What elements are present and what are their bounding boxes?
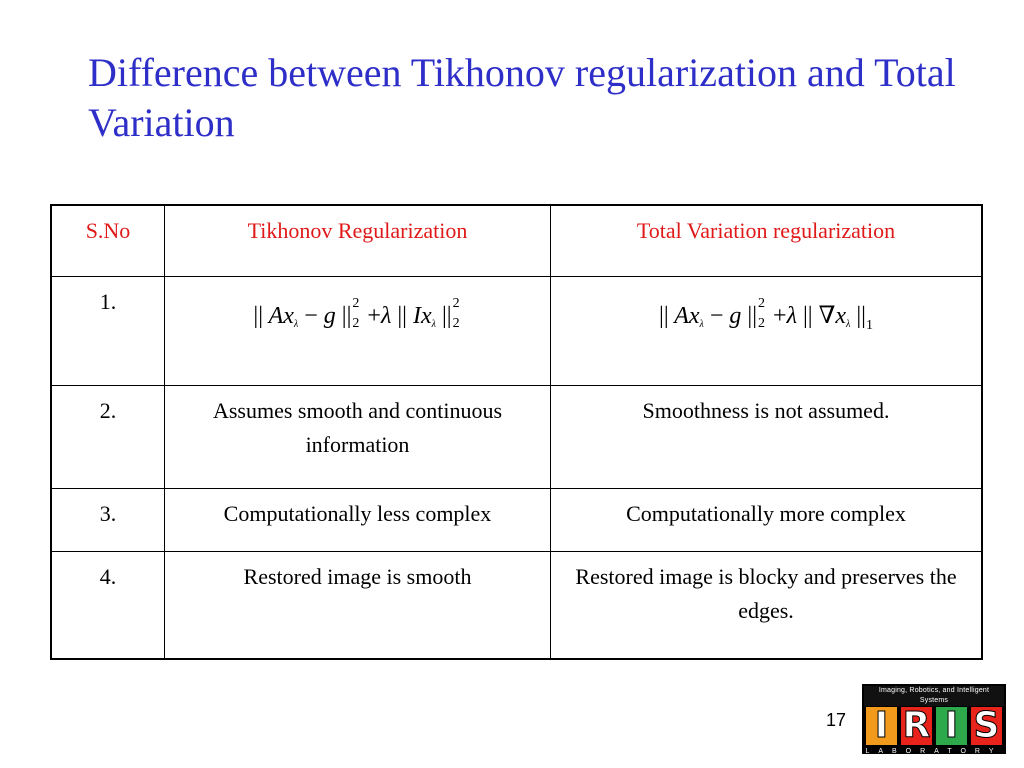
cell-tv: Smoothness is not assumed.: [550, 385, 983, 489]
table-header-row: S.No Tikhonov Regularization Total Varia…: [50, 204, 983, 277]
page-number: 17: [826, 710, 847, 730]
header-tv: Total Variation regularization: [550, 204, 983, 277]
cell-tv-formula: || Axλ − g || 2 2 +λ || ∇xλ ||1: [550, 276, 983, 386]
header-sno: S.No: [50, 204, 165, 277]
cell-sno: 2.: [50, 385, 165, 489]
comparison-table: S.No Tikhonov Regularization Total Varia…: [50, 204, 983, 660]
logo-laboratory: LABORATORY: [865, 748, 1003, 755]
cell-sno: 4.: [50, 551, 165, 660]
cell-tikhonov: Computationally less complex: [164, 488, 551, 552]
table-row: 1. || Axλ − g || 2 2 +λ || Ixλ || 2 2 || Axλ…: [50, 276, 983, 386]
table-row: 3. Computationally less complex Computat…: [50, 488, 983, 552]
cell-sno: 1.: [50, 276, 165, 386]
logo-letters: I R I S: [864, 706, 1004, 746]
cell-sno: 3.: [50, 488, 165, 552]
tikhonov-formula: || Axλ − g || 2 2 +λ || Ixλ || 2 2: [253, 296, 460, 332]
logo-letter: I: [936, 706, 967, 745]
logo-letter: S: [971, 706, 1002, 745]
iris-lab-logo: Imaging, Robotics, and Intelligent Syste…: [862, 684, 1006, 755]
cell-tikhonov: Assumes smooth and continuous informatio…: [164, 385, 551, 489]
header-tikhonov: Tikhonov Regularization: [164, 204, 551, 277]
cell-tv: Restored image is blocky and preserves t…: [550, 551, 983, 660]
table-row: 2. Assumes smooth and continuous informa…: [50, 385, 983, 489]
tv-formula: || Axλ − g || 2 2 +λ || ∇xλ ||1: [659, 296, 873, 333]
slide-title: Difference between Tikhonov regularizati…: [88, 50, 956, 145]
cell-tikhonov: Restored image is smooth: [164, 551, 551, 660]
cell-tikhonov-formula: || Axλ − g || 2 2 +λ || Ixλ || 2 2: [164, 276, 551, 386]
logo-letter: I: [866, 706, 897, 745]
table-row: 4. Restored image is smooth Restored ima…: [50, 551, 983, 660]
logo-tagline: Imaging, Robotics, and Intelligent Syste…: [864, 686, 1004, 706]
cell-tv: Computationally more complex: [550, 488, 983, 552]
logo-letter: R: [901, 705, 932, 746]
